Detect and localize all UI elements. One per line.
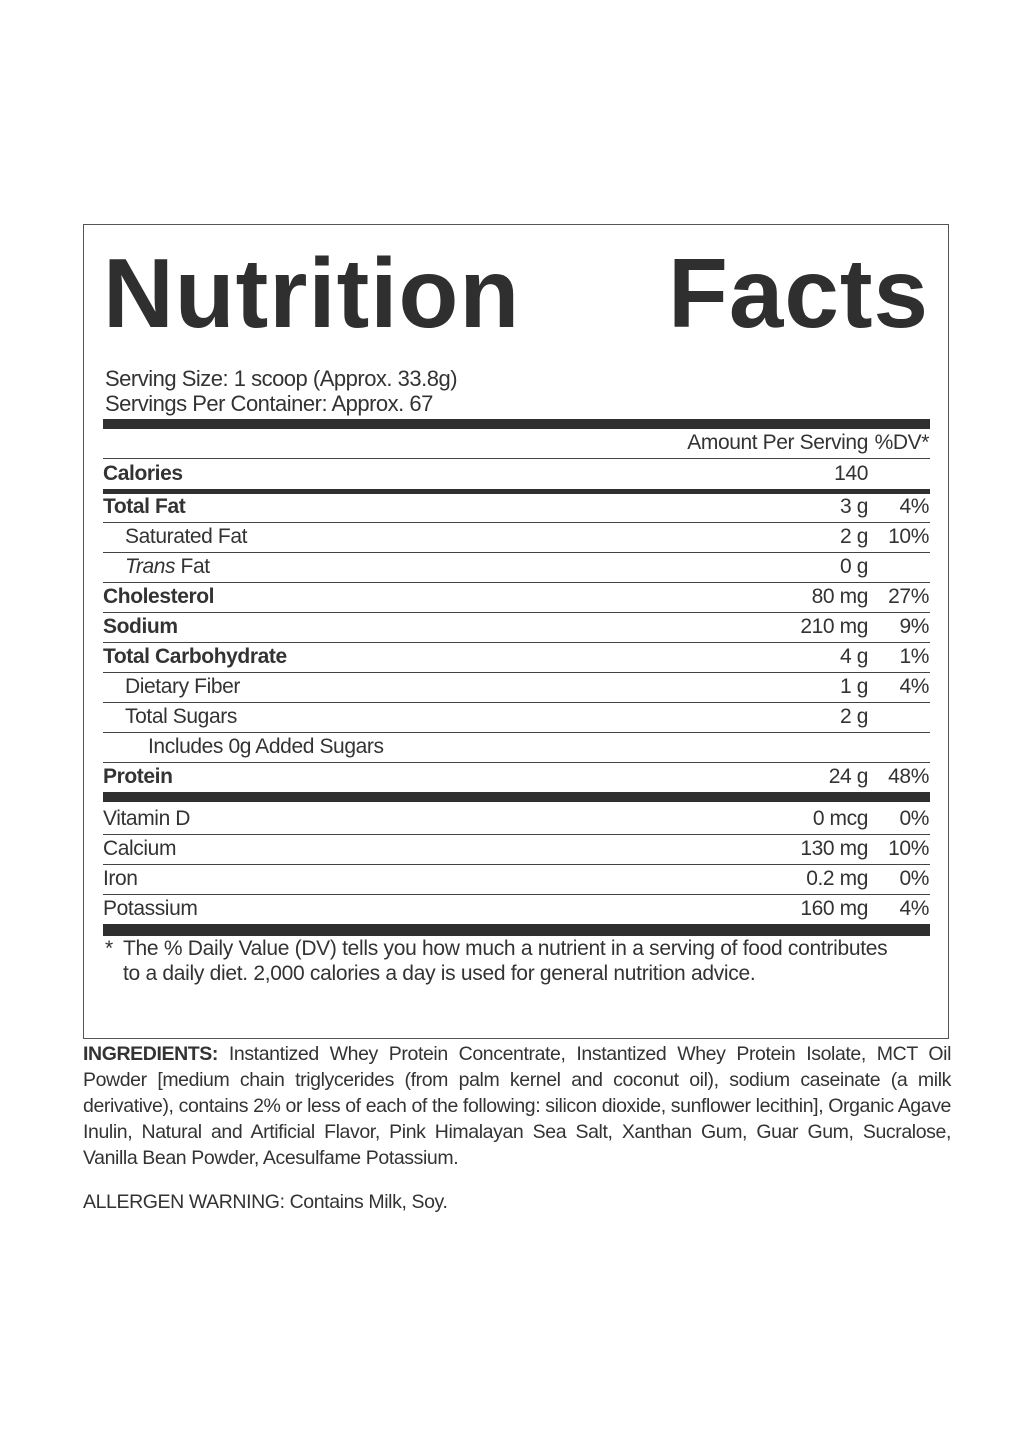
nutrient-row-added-sugars: Includes 0g Added Sugars — [103, 732, 930, 763]
nutrient-dv: 48% — [888, 765, 929, 788]
nutrient-dv: 4% — [899, 495, 929, 518]
fat-text: Fat — [175, 555, 211, 578]
nutrient-row-total-carbohydrate: Total Carbohydrate 4 g 1% — [103, 642, 930, 673]
nutrient-name: Total Sugars — [125, 705, 237, 728]
title-word-facts: Facts — [667, 238, 929, 348]
dv-footnote: * The % Daily Value (DV) tells you how m… — [105, 936, 895, 986]
vitamin-row-iron: Iron 0.2 mg 0% — [103, 864, 930, 895]
nutrient-name: Protein — [103, 765, 173, 788]
servings-per-container: Servings Per Container: Approx. 67 — [105, 391, 433, 416]
amount-per-serving-header: Amount Per Serving — [687, 431, 868, 454]
nutrient-row-protein: Protein 24 g 48% — [103, 762, 930, 802]
ingredients-text: Instantized Whey Protein Concentrate, In… — [83, 1043, 951, 1169]
vitamin-name: Iron — [103, 867, 138, 890]
footnote-text: The % Daily Value (DV) tells you how muc… — [123, 937, 888, 985]
vitamin-row-calcium: Calcium 130 mg 10% — [103, 834, 930, 865]
vitamin-row-potassium: Potassium 160 mg 4% — [103, 894, 930, 936]
nutrition-facts-panel — [83, 224, 949, 1039]
nutrient-amount: 2 g — [840, 525, 868, 548]
nutrient-row-sodium: Sodium 210 mg 9% — [103, 612, 930, 643]
nutrient-name: Total Carbohydrate — [103, 645, 287, 668]
thick-divider — [103, 419, 930, 429]
nutrient-row-saturated-fat: Saturated Fat 2 g 10% — [103, 522, 930, 553]
nutrient-name: Sodium — [103, 615, 178, 638]
nutrient-dv: 1% — [899, 645, 929, 668]
nutrient-name: Total Fat — [103, 495, 186, 518]
ingredients-label: INGREDIENTS: — [83, 1043, 218, 1065]
vitamin-dv: 4% — [899, 897, 929, 920]
column-header-row: Amount Per Serving %DV* — [103, 428, 930, 459]
dv-header: %DV* — [874, 431, 930, 454]
nutrition-facts-title: Nutrition Facts — [103, 238, 929, 348]
calories-value: 140 — [834, 462, 868, 485]
nutrient-name: Cholesterol — [103, 585, 215, 608]
nutrient-amount: 3 g — [840, 495, 868, 518]
nutrient-name: Trans Fat — [125, 552, 210, 582]
vitamin-amount: 160 mg — [800, 897, 868, 920]
nutrient-amount: 210 mg — [800, 615, 868, 638]
vitamin-name: Potassium — [103, 897, 198, 920]
nutrient-amount: 80 mg — [811, 585, 869, 608]
nutrient-dv: 4% — [899, 675, 929, 698]
vitamin-dv: 10% — [888, 837, 929, 860]
nutrient-dv: 27% — [888, 585, 929, 608]
title-word-nutrition: Nutrition — [103, 238, 521, 348]
vitamin-name: Calcium — [103, 837, 177, 860]
serving-size: Serving Size: 1 scoop (Approx. 33.8g) — [105, 366, 458, 391]
ingredients: INGREDIENTS: Instantized Whey Protein Co… — [83, 1041, 951, 1171]
nutrient-amount: 2 g — [840, 705, 868, 728]
nutrient-name: Saturated Fat — [125, 525, 248, 548]
nutrient-name: Includes 0g Added Sugars — [148, 735, 384, 758]
nutrient-amount: 24 g — [828, 765, 869, 788]
nutrient-row-trans-fat: Trans Fat 0 g — [103, 552, 930, 583]
nutrient-amount: 1 g — [840, 675, 868, 698]
footnote-asterisk: * — [105, 937, 113, 960]
nutrient-row-total-sugars: Total Sugars 2 g — [103, 702, 930, 733]
nutrient-amount: 4 g — [840, 645, 868, 668]
vitamin-name: Vitamin D — [103, 807, 191, 830]
vitamin-amount: 0 mcg — [812, 807, 869, 830]
vitamin-dv: 0% — [899, 807, 929, 830]
nutrient-row-dietary-fiber: Dietary Fiber 1 g 4% — [103, 672, 930, 703]
vitamin-amount: 0.2 mg — [806, 867, 868, 890]
calories-row: Calories 140 — [103, 459, 930, 494]
trans-italic: Trans — [125, 555, 176, 578]
nutrient-row-total-fat: Total Fat 3 g 4% — [103, 492, 930, 523]
vitamin-row-vitamin-d: Vitamin D 0 mcg 0% — [103, 804, 930, 835]
nutrient-name: Dietary Fiber — [125, 675, 240, 698]
calories-label: Calories — [103, 462, 183, 485]
vitamin-amount: 130 mg — [800, 837, 868, 860]
nutrient-dv: 10% — [888, 525, 929, 548]
nutrient-dv: 9% — [899, 615, 929, 638]
vitamin-dv: 0% — [899, 867, 929, 890]
allergen-warning: ALLERGEN WARNING: Contains Milk, Soy. — [83, 1191, 448, 1213]
nutrient-row-cholesterol: Cholesterol 80 mg 27% — [103, 582, 930, 613]
nutrient-amount: 0 g — [840, 555, 868, 578]
